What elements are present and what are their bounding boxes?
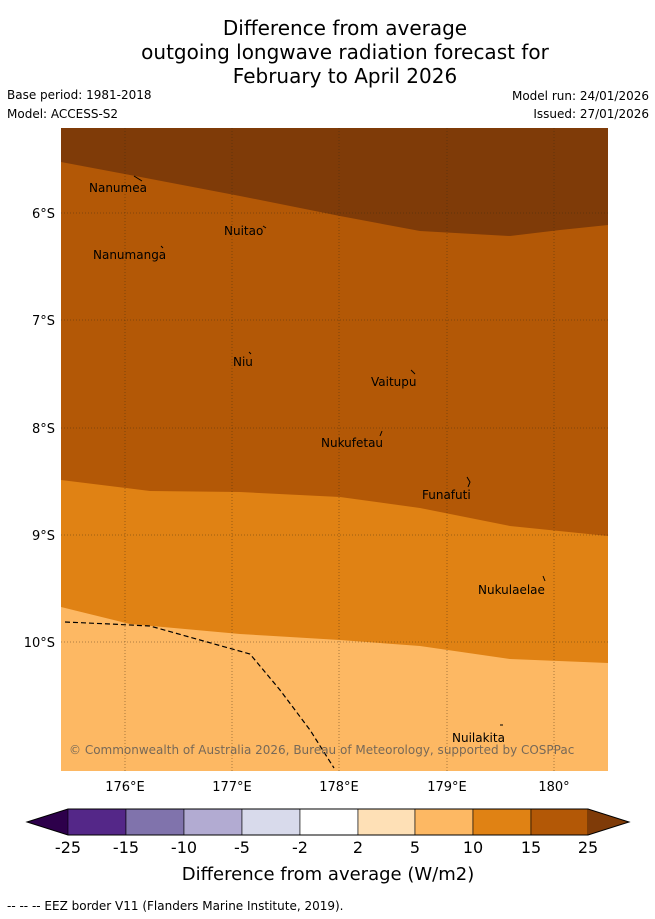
tick-label: 10: [463, 838, 483, 857]
island-funafuti-shape: [466, 476, 471, 488]
tick-label: -2: [292, 838, 308, 857]
colorbar-segment-2: [125, 808, 185, 836]
model-run: Model run: 24/01/2026: [511, 89, 649, 103]
tick-label: -5: [234, 838, 250, 857]
lat-label-6s: 6°S: [32, 207, 55, 222]
copyright-notice: © Commonwealth of Australia 2026, Bureau…: [69, 743, 574, 757]
colorbar-segment-7: [414, 808, 474, 836]
anomaly-field: [61, 128, 608, 771]
tick-label: 25: [578, 838, 598, 857]
tick-label: 2: [353, 838, 363, 857]
label-nukufetau: Nukufetau: [321, 436, 383, 450]
island-nukufetau-shape: [379, 430, 383, 437]
tick-label: -25: [55, 838, 81, 857]
latitude-axis: 6°S 7°S 8°S 9°S 10°S: [24, 207, 55, 651]
eez-footnote: -- -- -- EEZ border V11 (Flanders Marine…: [7, 899, 344, 913]
longitude-axis: 176°E 177°E 178°E 179°E 180°: [105, 780, 569, 795]
label-niu: Niu: [233, 355, 253, 369]
colorbar-outline: [25, 808, 631, 836]
lat-label-7s: 7°S: [32, 314, 55, 329]
colorbar-segment-9: [530, 808, 589, 836]
band-2-to-5: [61, 607, 608, 771]
colorbar-segment-5: [299, 808, 359, 836]
tick-label: 5: [410, 838, 420, 857]
island-nanumea-shape: [133, 175, 143, 182]
lat-label-10s: 10°S: [24, 636, 55, 651]
label-nukulaelae: Nukulaelae: [478, 583, 545, 597]
lat-label-8s: 8°S: [32, 422, 55, 437]
lon-label-180: 180°: [538, 780, 569, 795]
island-nanumanga-shape: [160, 245, 164, 249]
label-nanumea: Nanumea: [89, 181, 147, 195]
eez-border: [64, 621, 335, 769]
island-nukulaelae-shape: [542, 575, 546, 582]
label-nanumanga: Nanumanga: [93, 248, 166, 262]
model-name: Model: ACCESS-S2: [7, 107, 119, 121]
lat-label-9s: 9°S: [32, 529, 55, 544]
colorbar-segment-4: [241, 808, 301, 836]
label-nuitao: Nuitao: [224, 224, 263, 238]
island-vaitupu-shape: [410, 369, 416, 375]
colorbar-max-arrow: [588, 809, 629, 835]
gridlines: [61, 128, 608, 771]
island-niu-shape: [248, 351, 252, 355]
colorbar-segment-1: [67, 808, 127, 836]
label-funafuti: Funafuti: [422, 488, 471, 502]
islands: [133, 175, 546, 726]
lon-label-178e: 178°E: [319, 780, 359, 795]
title-line-3: February to April 2026: [232, 64, 458, 88]
lon-label-176e: 176°E: [105, 780, 145, 795]
label-vaitupu: Vaitupu: [371, 375, 417, 389]
title-line-2: outgoing longwave radiation forecast for: [141, 40, 549, 64]
colorbar: -25 -15 -10 -5 -2 2 5 10 15 25 Differenc…: [25, 808, 631, 885]
base-period: Base period: 1981-2018: [7, 88, 152, 102]
colorbar-min-arrow: [27, 809, 68, 835]
colorbar-ticks: -25 -15 -10 -5 -2 2 5 10 15 25: [55, 838, 598, 857]
lon-label-179e: 179°E: [427, 780, 467, 795]
label-nuilakita: Nuilakita: [452, 731, 505, 745]
place-labels: Nanumea Nuitao Nanumanga Niu Vaitupu Nuk…: [89, 181, 545, 745]
issued-date: Issued: 27/01/2026: [533, 107, 649, 121]
tick-label: -15: [113, 838, 139, 857]
colorbar-segment-6: [357, 808, 416, 836]
chart-title: Difference from average outgoing longwav…: [0, 16, 655, 88]
lon-label-177e: 177°E: [212, 780, 252, 795]
tick-label: 15: [521, 838, 541, 857]
colorbar-segment-3: [183, 808, 243, 836]
tick-label: -10: [171, 838, 197, 857]
island-nuitao-shape: [262, 225, 267, 229]
colorbar-label: Difference from average (W/m2): [182, 864, 474, 885]
title-line-1: Difference from average: [222, 16, 468, 40]
colorbar-segment-8: [472, 808, 532, 836]
